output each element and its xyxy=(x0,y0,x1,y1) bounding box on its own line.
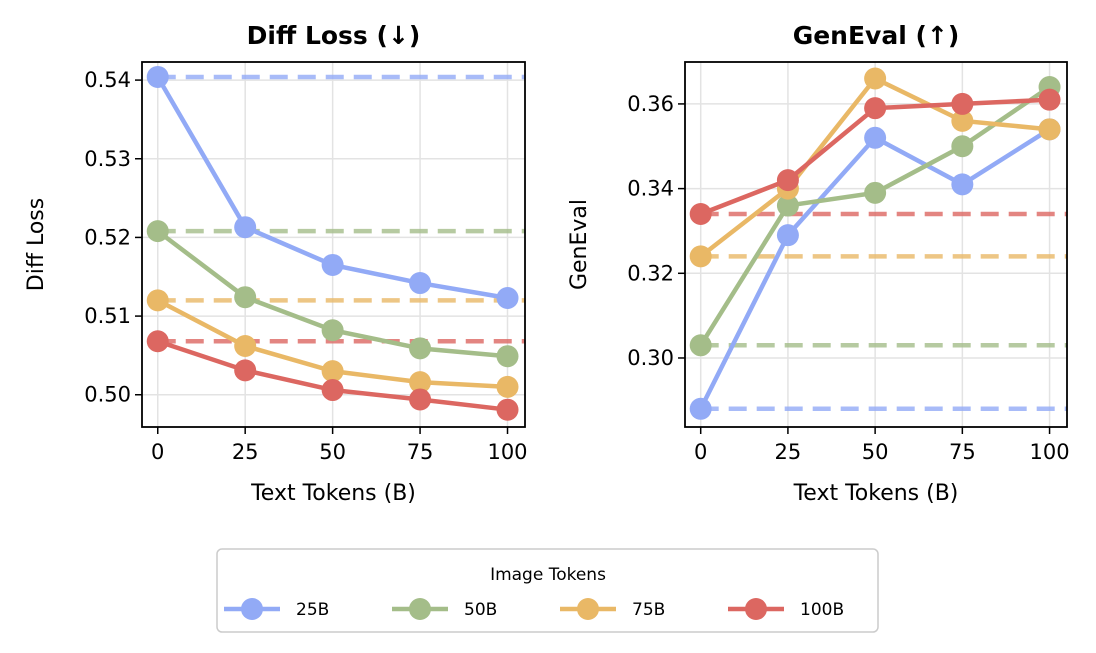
point-100B xyxy=(951,92,974,115)
point-75B xyxy=(409,371,432,394)
chart-title: GenEval (↑) xyxy=(793,21,960,50)
point-100B xyxy=(776,169,799,192)
y-tick-label: 0.52 xyxy=(84,225,131,249)
legend-label: 50B xyxy=(464,600,497,620)
legend-label: 75B xyxy=(632,600,665,620)
point-25B xyxy=(689,397,712,420)
y-axis-label: Diff Loss xyxy=(24,198,49,291)
axes-frame xyxy=(141,61,526,428)
x-tick-label: 25 xyxy=(775,440,802,464)
legend-marker xyxy=(241,598,263,620)
point-100B xyxy=(1038,88,1061,111)
point-50B xyxy=(234,286,257,309)
legend-entry-25B: 25B xyxy=(224,598,329,620)
point-25B xyxy=(864,126,887,149)
legend-entry-75B: 75B xyxy=(560,598,665,620)
chart-1: 0 25 50 75 100 0.50 0.51 0.52 0.53 0.54 Diff Loss … xyxy=(24,21,528,506)
point-100B xyxy=(864,97,887,120)
point-100B xyxy=(689,203,712,226)
x-tick-label: 100 xyxy=(1030,440,1070,464)
point-25B xyxy=(409,272,432,295)
point-75B xyxy=(234,334,257,357)
legend-frame xyxy=(216,548,879,633)
x-tick-label: 0 xyxy=(694,440,707,464)
x-tick-label: 50 xyxy=(319,440,346,464)
point-25B xyxy=(776,224,799,247)
point-75B xyxy=(321,360,344,383)
chart-2: 0 25 50 75 100 0.30 0.32 0.34 0.36 GenEval (↑) Tex… xyxy=(567,21,1070,506)
legend-label: 25B xyxy=(296,600,329,620)
y-axis-label: GenEval xyxy=(567,199,592,290)
point-75B xyxy=(1038,118,1061,141)
chart-title: Diff Loss (↓) xyxy=(247,21,421,50)
point-100B xyxy=(146,330,169,353)
legend-entry-100B: 100B xyxy=(728,598,844,620)
x-tick-label: 50 xyxy=(862,440,889,464)
x-tick-label: 75 xyxy=(949,440,976,464)
point-100B xyxy=(409,388,432,411)
point-25B xyxy=(146,65,169,88)
point-100B xyxy=(321,379,344,402)
x-tick-label: 25 xyxy=(232,440,259,464)
point-75B xyxy=(146,289,169,312)
x-tick-label: 100 xyxy=(487,440,527,464)
legend-entry-50B: 50B xyxy=(392,598,497,620)
point-50B xyxy=(409,337,432,360)
point-25B xyxy=(951,173,974,196)
y-tick-label: 0.34 xyxy=(627,177,674,201)
point-50B xyxy=(146,220,169,243)
axes-frame xyxy=(684,61,1068,428)
y-tick-label: 0.50 xyxy=(84,383,131,407)
point-75B xyxy=(496,375,519,398)
point-25B xyxy=(496,286,519,309)
point-50B xyxy=(864,181,887,204)
point-25B xyxy=(321,253,344,276)
y-tick-label: 0.36 xyxy=(627,92,674,116)
x-tick-label: 75 xyxy=(407,440,434,464)
y-tick-label: 0.32 xyxy=(627,261,674,285)
point-75B xyxy=(689,245,712,268)
point-50B xyxy=(321,319,344,342)
point-25B xyxy=(234,216,257,239)
x-tick-label: 0 xyxy=(151,440,164,464)
x-axis-label: Text Tokens (B) xyxy=(793,481,959,506)
y-tick-label: 0.54 xyxy=(84,68,131,92)
point-50B xyxy=(951,135,974,158)
legend-marker xyxy=(577,598,599,620)
x-axis-label: Text Tokens (B) xyxy=(250,481,416,506)
point-50B xyxy=(689,334,712,357)
y-tick-label: 0.51 xyxy=(84,304,131,328)
point-75B xyxy=(864,67,887,90)
legend-label: 100B xyxy=(800,600,844,620)
legend: Image Tokens 25B 50B 75B 100B xyxy=(216,548,879,633)
y-tick-label: 0.53 xyxy=(84,147,131,171)
point-50B xyxy=(776,194,799,217)
point-100B xyxy=(496,398,519,421)
plot-area xyxy=(689,67,1067,420)
point-50B xyxy=(496,345,519,368)
legend-marker xyxy=(409,598,431,620)
y-tick-label: 0.30 xyxy=(627,346,674,370)
plot-area xyxy=(146,65,525,421)
legend-marker xyxy=(745,598,767,620)
point-100B xyxy=(234,359,257,382)
point-75B xyxy=(951,109,974,132)
legend-title: Image Tokens xyxy=(490,565,606,585)
